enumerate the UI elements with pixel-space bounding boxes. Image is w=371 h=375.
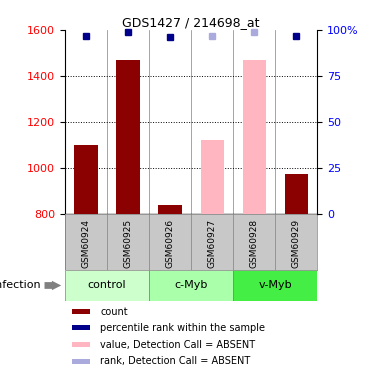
- Bar: [72, 359, 90, 364]
- Text: count: count: [100, 307, 128, 316]
- Text: GSM60925: GSM60925: [124, 219, 132, 268]
- Bar: [72, 342, 90, 347]
- Text: GSM60929: GSM60929: [292, 219, 301, 268]
- Bar: [116, 60, 139, 214]
- Text: GSM60926: GSM60926: [165, 219, 174, 268]
- Bar: [200, 140, 224, 214]
- Text: GSM60928: GSM60928: [250, 219, 259, 268]
- Text: GSM60927: GSM60927: [208, 219, 217, 268]
- Bar: [74, 145, 98, 214]
- Bar: [233, 270, 317, 301]
- Text: rank, Detection Call = ABSENT: rank, Detection Call = ABSENT: [100, 356, 250, 366]
- Text: infection: infection: [0, 280, 41, 291]
- Text: v-Myb: v-Myb: [258, 280, 292, 291]
- Bar: [285, 174, 308, 214]
- Bar: [149, 270, 233, 301]
- Bar: [243, 60, 266, 214]
- Text: value, Detection Call = ABSENT: value, Detection Call = ABSENT: [100, 340, 255, 350]
- Text: GSM60924: GSM60924: [82, 219, 91, 268]
- Bar: [158, 205, 181, 214]
- Bar: [72, 326, 90, 330]
- Bar: [72, 309, 90, 314]
- Text: percentile rank within the sample: percentile rank within the sample: [100, 323, 265, 333]
- Title: GDS1427 / 214698_at: GDS1427 / 214698_at: [122, 16, 260, 29]
- Text: control: control: [88, 280, 126, 291]
- Bar: [65, 270, 149, 301]
- Text: c-Myb: c-Myb: [174, 280, 208, 291]
